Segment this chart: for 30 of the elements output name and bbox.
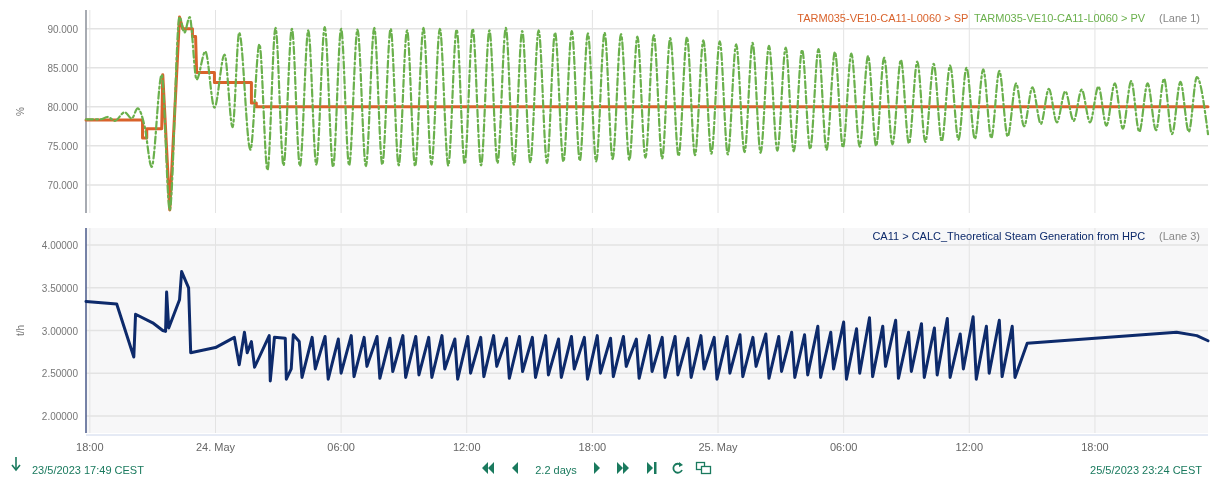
x-tick-label: 18:00 — [76, 441, 104, 453]
text: 23/5/2023 17:49 CEST — [32, 464, 145, 476]
text: TARM035-VE10-CA11-L0060 > PV — [974, 12, 1146, 24]
text: 2.2 days — [535, 464, 578, 476]
y-tick-label: 2.50000 — [41, 368, 79, 380]
y-tick-label: 85.000 — [47, 62, 79, 74]
x-tick-label: 06:00 — [327, 441, 355, 453]
text: TARM035-VE10-CA11-L0060 > SP — [797, 12, 969, 24]
y-tick-label: 4.00000 — [41, 240, 79, 252]
x-tick-label: 18:00 — [1081, 441, 1109, 453]
y-tick-label: 2.00000 — [41, 410, 79, 422]
text: CA11 > CALC_Theoretical Steam Generation from HPC — [872, 230, 1146, 242]
line-series — [84, 270, 1210, 383]
text: 25/5/2023 23:24 CEST — [1090, 464, 1203, 476]
y-tick-label: 3.50000 — [41, 282, 79, 294]
annotation: (Lane 3) — [1159, 230, 1200, 242]
x-tick-label: 12:00 — [452, 441, 481, 453]
y-tick-label: 90.000 — [47, 23, 79, 35]
y-axis-title: t/h — [15, 324, 26, 337]
y-tick-label: 70.000 — [47, 179, 79, 191]
x-tick-label: 25. May — [698, 441, 739, 453]
x-tick-label: 06:00 — [829, 441, 858, 453]
annotation: (Lane 1) — [1159, 12, 1200, 24]
y-axis-title: % — [15, 106, 26, 116]
y-tick-label: 75.000 — [47, 140, 79, 152]
y-tick-label: 80.000 — [47, 101, 79, 113]
x-tick-label: 18:00 — [578, 441, 607, 453]
x-tick-label: 24. May — [195, 441, 236, 453]
y-tick-label: 3.00000 — [41, 325, 79, 337]
x-tick-label: 12:00 — [955, 441, 984, 453]
